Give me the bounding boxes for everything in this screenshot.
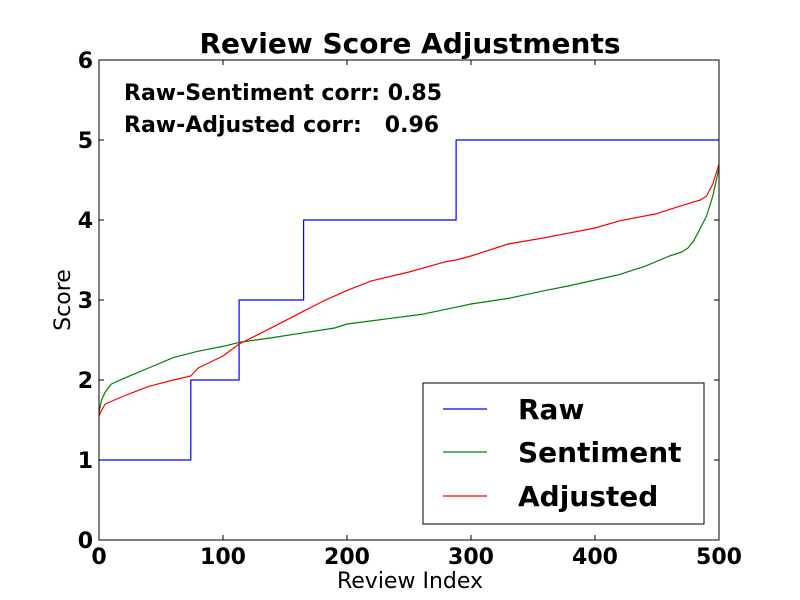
x-tick-label: 500 [696,545,742,570]
y-axis-label: Score [51,269,76,331]
y-tick-label: 0 [78,529,93,554]
legend-label-raw: Raw [518,393,584,426]
x-tick-label: 300 [448,545,494,570]
legend-label-adjusted: Adjusted [518,480,658,513]
plot-frame [98,59,720,541]
y-tick-label: 4 [78,209,93,234]
series-line-adjusted [98,163,720,417]
series-lines [98,139,720,461]
series-line-sentiment [98,167,720,413]
x-tick-label: 200 [324,545,370,570]
annotation-raw-adjusted: Raw-Adjusted corr: 0.96 [124,113,439,138]
y-tick-label: 1 [78,449,93,474]
x-tick-label: 0 [91,545,106,570]
x-axis-label: Review Index [337,569,483,594]
legend-box [422,382,705,525]
axis-ticks: 0 100 200 300 400 500 0 1 2 3 4 5 6 [78,49,742,570]
annotation-raw-sentiment: Raw-Sentiment corr: 0.85 [124,81,442,106]
chart-title: Review Score Adjustments [200,27,621,60]
legend: Raw Sentiment Adjusted [422,382,705,525]
series-line-raw [99,139,719,461]
x-tick-label: 100 [200,545,246,570]
y-tick-label: 3 [78,289,93,314]
legend-label-sentiment: Sentiment [518,436,682,469]
y-tick-label: 2 [78,369,93,394]
y-tick-label: 6 [78,49,93,74]
x-tick-label: 400 [572,545,618,570]
y-tick-label: 5 [78,129,93,154]
